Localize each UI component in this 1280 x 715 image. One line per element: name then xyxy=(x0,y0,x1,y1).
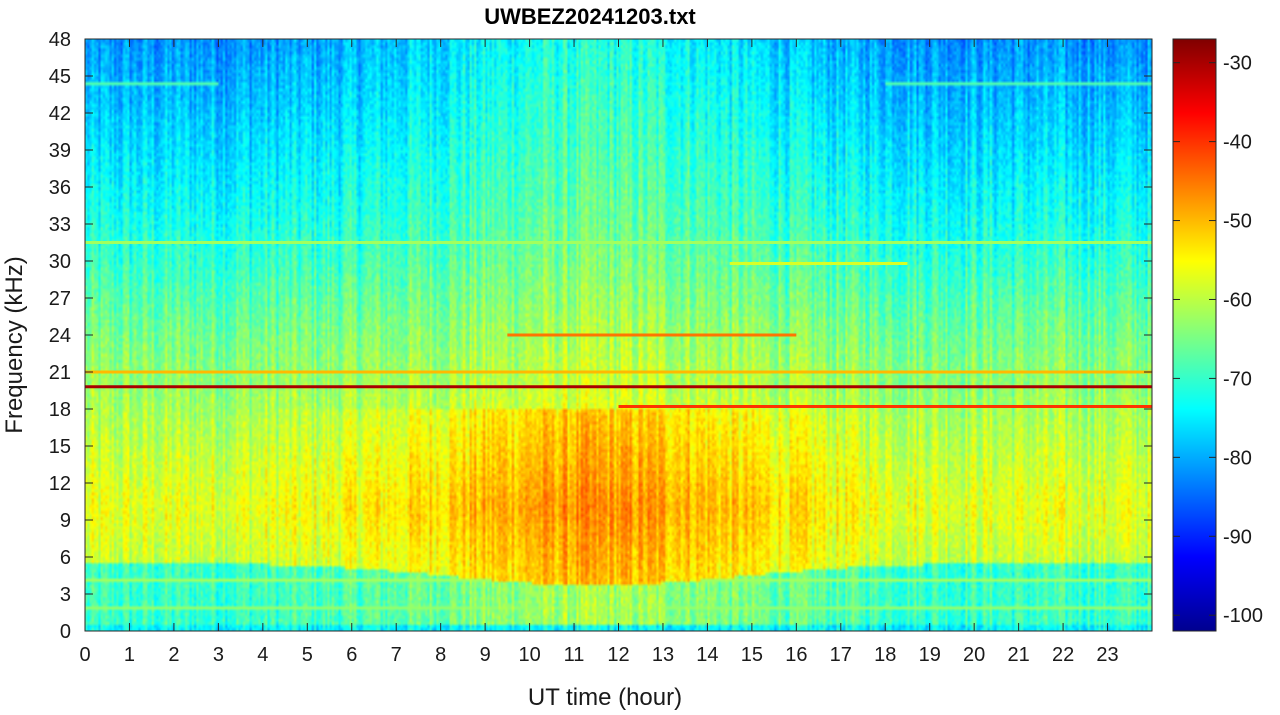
y-tick-label: 39 xyxy=(49,140,71,162)
colorbar-frame xyxy=(1172,38,1217,632)
chart-title: UWBEZ20241203.txt xyxy=(484,4,696,29)
x-tick-label: 13 xyxy=(652,644,674,666)
x-tick-label: 15 xyxy=(741,644,763,666)
y-tick-label: 3 xyxy=(60,584,71,606)
colorbar-tick-label: -90 xyxy=(1223,526,1252,548)
colorbar-tick-label: -100 xyxy=(1223,605,1263,627)
y-tick-label: 0 xyxy=(60,621,71,643)
x-tick-label: 20 xyxy=(963,644,985,666)
x-tick-label: 23 xyxy=(1096,644,1118,666)
x-tick-label: 10 xyxy=(518,644,540,666)
y-tick-label: 45 xyxy=(49,66,71,88)
colorbar-tick-label: -50 xyxy=(1223,211,1252,233)
x-tick-label: 9 xyxy=(480,644,491,666)
y-tick-label: 6 xyxy=(60,547,71,569)
y-tick-label: 12 xyxy=(49,473,71,495)
colorbar xyxy=(1173,39,1216,631)
x-tick-label: 17 xyxy=(830,644,852,666)
y-tick-label: 27 xyxy=(49,288,71,310)
x-tick-label: 0 xyxy=(79,644,90,666)
y-tick-label: 15 xyxy=(49,436,71,458)
x-tick-label: 8 xyxy=(435,644,446,666)
y-tick-label: 30 xyxy=(49,251,71,273)
x-tick-label: 11 xyxy=(564,644,585,666)
y-tick-label: 9 xyxy=(60,510,71,532)
colorbar-ticks: -30 -40 -50 -60 -70 -80 -90 -100 xyxy=(1173,53,1263,627)
x-tick-label: 21 xyxy=(1008,644,1030,666)
y-tick-label: 18 xyxy=(49,399,71,421)
x-tick-label: 14 xyxy=(696,644,718,666)
spectrogram-heatmap xyxy=(85,39,1152,631)
y-tick-label: 36 xyxy=(49,177,71,199)
x-tick-label: 7 xyxy=(391,644,402,666)
x-tick-label: 18 xyxy=(874,644,896,666)
y-tick-label: 42 xyxy=(49,103,71,125)
x-tick-label: 1 xyxy=(124,644,135,666)
colorbar-tick-label: -30 xyxy=(1223,53,1252,75)
colorbar-tick-label: -80 xyxy=(1223,447,1252,469)
x-tick-label: 19 xyxy=(919,644,941,666)
x-tick-label: 2 xyxy=(168,644,179,666)
x-tick-label: 5 xyxy=(302,644,313,666)
colorbar-tick-label: -60 xyxy=(1223,289,1252,311)
y-axis-label: Frequency (kHz) xyxy=(1,256,28,433)
y-tick-label: 33 xyxy=(49,214,71,236)
y-tick-label: 48 xyxy=(49,29,71,51)
x-axis-label: UT time (hour) xyxy=(528,684,682,711)
colorbar-tick-label: -70 xyxy=(1223,368,1252,390)
x-tick-label: 3 xyxy=(213,644,224,666)
y-tick-label: 24 xyxy=(49,325,71,347)
x-tick-label: 6 xyxy=(346,644,357,666)
x-tick-label: 4 xyxy=(257,644,268,666)
x-axis-ticks: 0 1 2 3 4 5 6 7 8 9 10 11 12 13 14 15 16 17 18 19 20 21 22 23 xyxy=(79,39,1119,666)
x-tick-label: 16 xyxy=(785,644,807,666)
colorbar-tick-label: -40 xyxy=(1223,132,1252,154)
x-tick-label: 22 xyxy=(1052,644,1074,666)
y-tick-label: 21 xyxy=(49,362,71,384)
x-tick-label: 12 xyxy=(607,644,629,666)
